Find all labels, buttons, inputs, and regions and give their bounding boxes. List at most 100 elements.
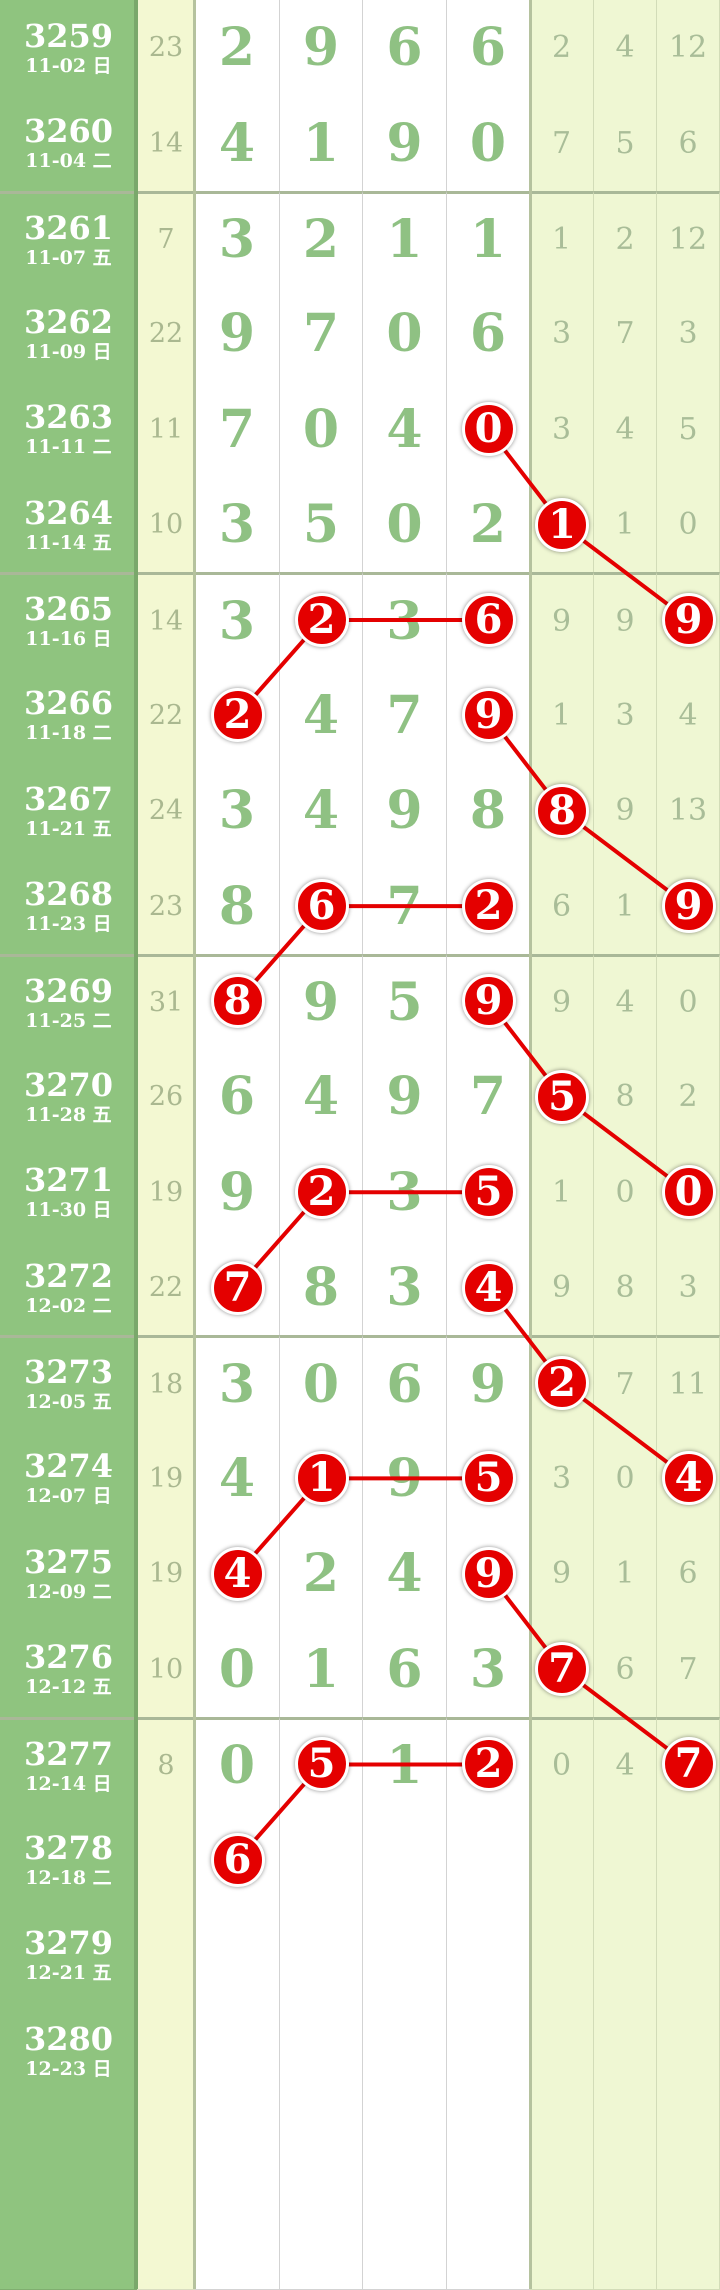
sum-cell: 10 xyxy=(137,1621,195,1718)
highlighted-digit-ball: 9 xyxy=(461,974,516,1029)
digit-cell: 0 xyxy=(195,1621,280,1718)
extra-cell: 12 xyxy=(657,190,720,288)
sum-cell xyxy=(137,1812,195,1909)
extra-cell: 9 xyxy=(530,572,594,669)
digit-cell: 0 xyxy=(447,95,530,192)
issue-cell: 3279 12-21 五 xyxy=(0,1907,137,2004)
column-divider xyxy=(134,0,138,2289)
issue-cell: 3264 11-14 五 xyxy=(0,476,137,574)
extra-cell: 0 xyxy=(657,476,720,574)
digit-cell xyxy=(280,2193,363,2290)
extra-cell: 0 xyxy=(594,1144,657,1241)
extra-cell: 2 xyxy=(530,0,594,97)
issue-cell: 3262 11-09 日 xyxy=(0,286,137,383)
digit-cell: 6 xyxy=(447,0,530,97)
issue-cell: 3272 12-02 二 xyxy=(0,1239,137,1337)
sum-cell: 31 xyxy=(137,953,195,1051)
issue-cell: 3259 11-02 日 xyxy=(0,0,137,97)
issue-cell: 3270 11-28 五 xyxy=(0,1049,137,1146)
digit-cell xyxy=(195,2002,280,2100)
digit-cell: 6 xyxy=(363,1621,447,1718)
highlighted-digit-ball: 7 xyxy=(535,1642,589,1697)
extra-cell xyxy=(657,2002,720,2100)
sum-cell: 23 xyxy=(137,858,195,955)
digit-cell: 8 xyxy=(447,763,530,860)
highlighted-digit-ball: 4 xyxy=(210,1546,265,1601)
issue-number: 3278 xyxy=(23,1828,114,1867)
digit-cell xyxy=(195,2193,280,2290)
sum-cell: 24 xyxy=(137,763,195,860)
issue-date: 12-02 二 xyxy=(25,1294,112,1317)
sum-cell: 11 xyxy=(137,381,195,478)
issue-date: 11-14 五 xyxy=(25,531,112,554)
issue-number: 3268 xyxy=(23,875,114,914)
sum-cell: 14 xyxy=(137,95,195,192)
digit-cell: 0 xyxy=(363,286,447,383)
issue-number: 3277 xyxy=(23,1734,114,1773)
issue-cell: 3271 11-30 日 xyxy=(0,1144,137,1241)
digit-cell: 1 xyxy=(363,1716,447,1814)
issue-date: 11-04 二 xyxy=(25,150,112,173)
extra-cell xyxy=(530,2002,594,2100)
digit-cell xyxy=(363,2193,447,2290)
highlighted-digit-ball: 9 xyxy=(461,1546,516,1601)
issue-date: 12-09 二 xyxy=(25,1580,112,1603)
extra-cell: 7 xyxy=(594,286,657,383)
issue-cell: 3274 12-07 日 xyxy=(0,1430,137,1527)
sum-cell: 23 xyxy=(137,0,195,97)
digit-cell: 0 xyxy=(280,381,363,478)
issue-number: 3267 xyxy=(23,779,114,818)
highlighted-digit-ball: 9 xyxy=(461,688,516,743)
issue-cell: 3261 11-07 五 xyxy=(0,190,137,288)
digit-cell: 9 xyxy=(363,95,447,192)
extra-cell: 7 xyxy=(594,1335,657,1432)
issue-date: 11-18 二 xyxy=(25,722,112,745)
issue-date: 12-05 五 xyxy=(25,1391,112,1414)
digit-cell: 7 xyxy=(363,858,447,955)
extra-cell: 1 xyxy=(530,1144,594,1241)
digit-cell: 4 xyxy=(363,381,447,478)
digit-cell: 0 xyxy=(363,476,447,574)
issue-cell: 3268 11-23 日 xyxy=(0,858,137,955)
extra-cell: 1 xyxy=(530,190,594,288)
highlighted-digit-ball: 9 xyxy=(661,592,716,647)
digit-cell: 4 xyxy=(280,667,363,764)
issue-date: 11-09 日 xyxy=(25,340,112,363)
issue-cell: 3265 11-16 日 xyxy=(0,572,137,669)
issue-date: 12-12 五 xyxy=(25,1676,112,1699)
highlighted-digit-ball: 6 xyxy=(461,592,516,647)
digit-cell: 9 xyxy=(195,1144,280,1241)
digit-cell: 9 xyxy=(280,953,363,1051)
highlighted-digit-ball: 9 xyxy=(661,879,716,934)
digit-cell xyxy=(280,2098,363,2195)
issue-date: 11-16 日 xyxy=(25,628,112,651)
issue-date: 11-02 日 xyxy=(25,54,112,77)
digit-cell xyxy=(280,1907,363,2004)
issue-cell: 3276 12-12 五 xyxy=(0,1621,137,1718)
issue-number: 3270 xyxy=(23,1065,114,1104)
issue-number: 3266 xyxy=(23,684,114,723)
digit-cell: 2 xyxy=(280,1526,363,1623)
highlighted-digit-ball: 2 xyxy=(294,1165,349,1220)
digit-cell: 9 xyxy=(280,0,363,97)
sum-cell: 22 xyxy=(137,667,195,764)
extra-cell: 12 xyxy=(657,0,720,97)
sum-cell: 26 xyxy=(137,1049,195,1146)
digit-cell: 8 xyxy=(280,1239,363,1337)
digit-cell: 4 xyxy=(195,95,280,192)
sum-cell xyxy=(137,2098,195,2195)
extra-cell xyxy=(594,1812,657,1909)
extra-cell: 5 xyxy=(594,95,657,192)
digit-cell: 9 xyxy=(195,286,280,383)
highlighted-digit-ball: 6 xyxy=(294,879,349,934)
highlighted-digit-ball: 0 xyxy=(461,402,516,457)
digit-cell: 3 xyxy=(195,763,280,860)
extra-cell: 11 xyxy=(657,1335,720,1432)
issue-number: 3279 xyxy=(23,1924,114,1963)
digit-cell: 3 xyxy=(363,1144,447,1241)
digit-cell: 4 xyxy=(280,763,363,860)
issue-cell: 3266 11-18 二 xyxy=(0,667,137,764)
extra-cell xyxy=(657,2098,720,2195)
digit-cell: 3 xyxy=(195,476,280,574)
column-divider xyxy=(193,0,196,2289)
